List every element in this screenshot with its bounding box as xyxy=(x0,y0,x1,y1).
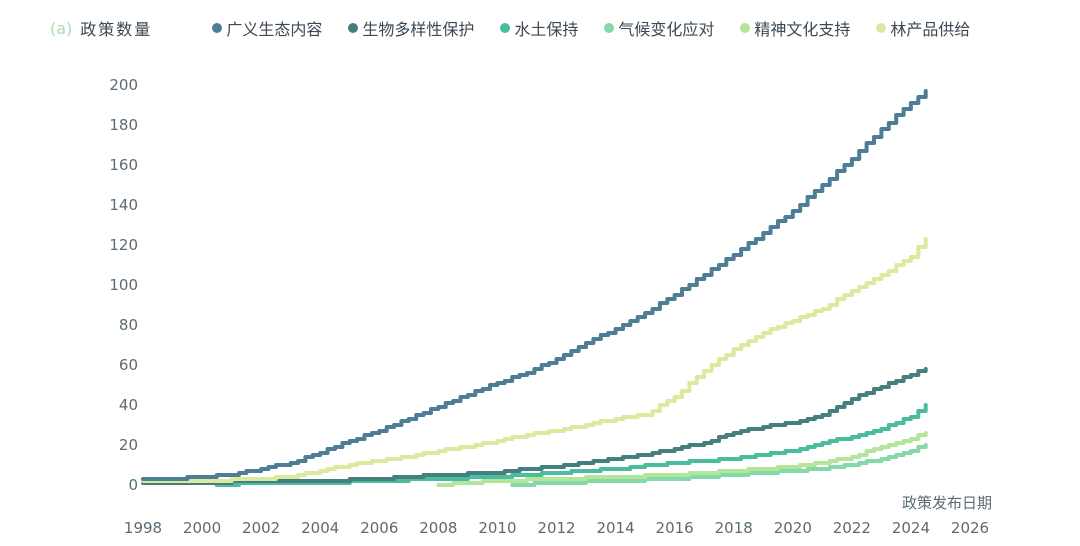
y-tick-label: 20 xyxy=(119,436,138,454)
panel-label: (a) xyxy=(50,18,73,38)
x-tick-label: 2002 xyxy=(242,519,280,537)
legend: 广义生态内容 生物多样性保护 水土保持 气候变化应对 精神文化支持 林产品供给 xyxy=(212,16,970,40)
legend-label: 生物多样性保护 xyxy=(362,20,475,39)
x-tick-label: 2012 xyxy=(537,519,575,537)
legend-label: 气候变化应对 xyxy=(618,20,715,39)
x-tick-label: 2022 xyxy=(833,519,871,537)
chart-header: (a) 政策数量 广义生态内容 生物多样性保护 水土保持 气候变化应对 精神文化… xyxy=(50,16,970,40)
y-tick-label: 160 xyxy=(109,156,138,174)
x-tick-label: 2016 xyxy=(656,519,694,537)
legend-item-culture[interactable]: 精神文化支持 xyxy=(740,16,850,40)
y-tick-label: 120 xyxy=(109,236,138,254)
y-tick-label: 180 xyxy=(109,116,138,134)
legend-label: 广义生态内容 xyxy=(226,20,323,39)
series-line-1 xyxy=(141,367,928,485)
x-tick-label: 2004 xyxy=(301,519,339,537)
y-tick-label: 140 xyxy=(109,196,138,214)
x-tick-label: 2024 xyxy=(892,519,930,537)
legend-dot xyxy=(500,23,511,33)
series-line-0 xyxy=(141,89,928,481)
legend-item-biodiversity[interactable]: 生物多样性保护 xyxy=(348,16,474,40)
x-tick-label: 2026 xyxy=(951,519,989,537)
x-tick-label: 2014 xyxy=(596,519,634,537)
y-tick-label: 200 xyxy=(109,76,138,94)
legend-item-forest-products[interactable]: 林产品供给 xyxy=(876,16,970,40)
legend-dot xyxy=(876,23,887,33)
x-tick-label: 2008 xyxy=(419,519,457,537)
legend-label: 水土保持 xyxy=(514,20,579,39)
x-axis-title: 政策发布日期 xyxy=(902,494,992,512)
legend-item-climate[interactable]: 气候变化应对 xyxy=(604,16,714,40)
x-tick-label: 1998 xyxy=(124,519,162,537)
legend-dot xyxy=(212,23,223,33)
x-tick-label: 2010 xyxy=(478,519,516,537)
y-tick-label: 100 xyxy=(109,276,138,294)
legend-label: 精神文化支持 xyxy=(754,20,851,39)
y-tick-label: 0 xyxy=(128,476,138,494)
series-line-3 xyxy=(510,443,928,487)
y-tick-label: 60 xyxy=(119,356,138,374)
x-tick-label: 2006 xyxy=(360,519,398,537)
legend-label: 林产品供给 xyxy=(890,20,971,39)
series-line-5 xyxy=(141,237,928,483)
legend-dot xyxy=(740,23,751,33)
y-tick-label: 80 xyxy=(119,316,138,334)
series-line-4 xyxy=(436,431,928,487)
legend-item-broad-ecology[interactable]: 广义生态内容 xyxy=(212,16,322,40)
y-tick-label: 40 xyxy=(119,396,138,414)
x-tick-label: 2018 xyxy=(715,519,753,537)
legend-item-soil-water[interactable]: 水土保持 xyxy=(500,16,578,40)
legend-dot xyxy=(604,23,615,33)
x-tick-label: 2020 xyxy=(774,519,812,537)
legend-dot xyxy=(348,23,359,33)
x-tick-label: 2000 xyxy=(183,519,221,537)
chart-title: 政策数量 xyxy=(80,20,153,39)
